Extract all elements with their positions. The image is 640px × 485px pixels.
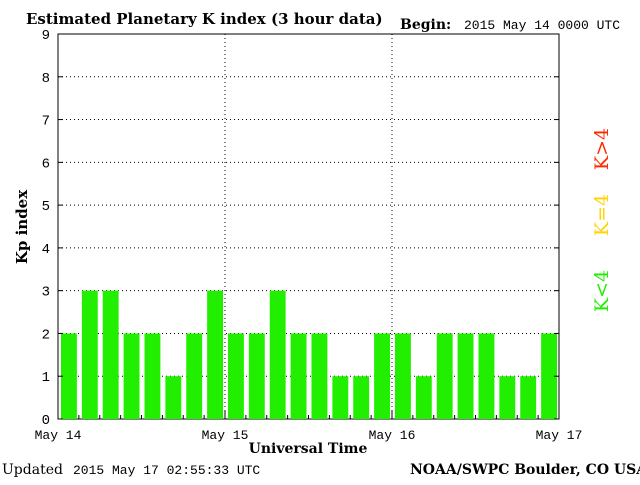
x-axis-ticks: May 14 May 15 May 16 May 17 xyxy=(35,411,583,443)
x-tick-label: May 14 xyxy=(35,428,82,443)
kp-bar xyxy=(499,376,516,419)
bar-series xyxy=(61,290,557,419)
y-tick-label: 7 xyxy=(42,114,50,130)
y-axis-label: Kp index xyxy=(13,189,31,264)
kp-bar xyxy=(395,333,411,419)
plot-area xyxy=(57,33,560,420)
grid-lines xyxy=(58,33,559,419)
x-tick-label: May 15 xyxy=(202,428,249,443)
y-tick-label: 4 xyxy=(42,242,50,258)
y-tick-label: 5 xyxy=(42,199,50,215)
kp-bar xyxy=(332,376,349,419)
x-axis-label: Universal Time xyxy=(249,441,368,457)
y-axis-ticks: 0 1 2 3 4 5 6 7 8 9 xyxy=(42,28,559,429)
kp-bar xyxy=(207,290,223,419)
kp-bar xyxy=(311,333,328,419)
kp-bar xyxy=(457,333,474,419)
updated-value: 2015 May 17 02:55:33 UTC xyxy=(73,463,260,478)
kp-bar xyxy=(81,290,98,419)
kp-bar xyxy=(436,333,453,419)
kp-bar xyxy=(228,333,244,419)
kp-bar xyxy=(415,376,432,419)
kp-bar xyxy=(186,333,203,419)
x-tick-label: May 16 xyxy=(369,428,416,443)
kp-bar xyxy=(478,333,495,419)
legend-k-lt-4: K<4 xyxy=(591,270,613,312)
kp-bar xyxy=(102,290,119,419)
kp-bar xyxy=(61,333,77,419)
kp-bar xyxy=(541,333,557,419)
y-tick-label: 8 xyxy=(42,71,50,87)
legend-k-eq-4: K=4 xyxy=(591,194,613,236)
y-tick-label: 6 xyxy=(42,156,50,172)
kp-bar xyxy=(520,376,537,419)
begin-value: 2015 May 14 0000 UTC xyxy=(464,18,620,33)
legend-k-gt-4: K>4 xyxy=(591,128,613,170)
source-credit: NOAA/SWPC Boulder, CO USA xyxy=(410,462,640,478)
kp-bar xyxy=(144,333,161,419)
kp-bar xyxy=(123,333,140,419)
kp-bar xyxy=(165,376,182,419)
y-tick-label: 2 xyxy=(42,327,50,343)
updated-label: Updated xyxy=(2,462,63,478)
y-tick-label: 3 xyxy=(42,285,50,301)
kp-bar xyxy=(353,376,370,419)
y-tick-label: 9 xyxy=(42,28,50,44)
kp-bar xyxy=(248,333,265,419)
kp-bar xyxy=(290,333,307,419)
y-tick-label: 0 xyxy=(42,413,50,429)
begin-label: Begin: xyxy=(400,17,451,33)
kp-bar xyxy=(374,333,390,419)
y-tick-label: 1 xyxy=(42,370,50,386)
kp-bar xyxy=(269,290,286,419)
x-tick-label: May 17 xyxy=(536,428,583,443)
chart-title: Estimated Planetary K index (3 hour data… xyxy=(26,10,383,28)
